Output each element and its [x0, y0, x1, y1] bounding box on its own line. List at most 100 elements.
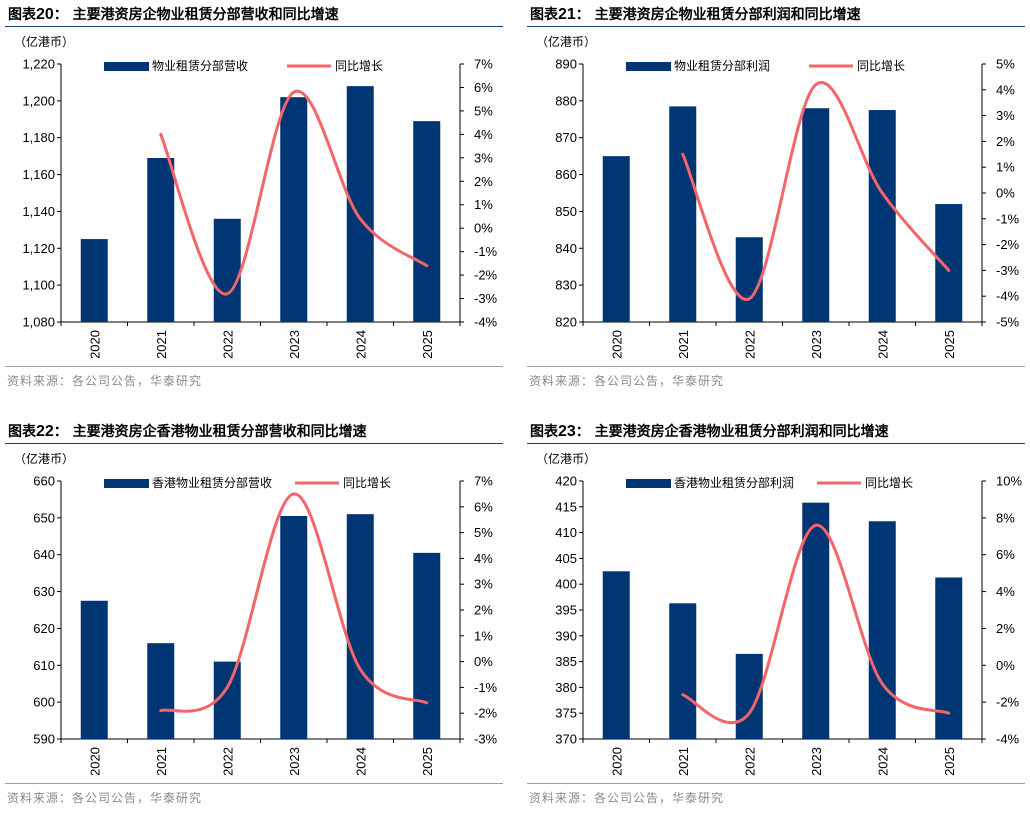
bar: [280, 97, 308, 322]
figure-title: 图表22： 主要港资房企香港物业租赁分部营收和同比增速: [8, 423, 367, 440]
bar: [413, 552, 441, 739]
right-axis-tick-label: -2%: [996, 237, 1020, 252]
x-axis-tick-label: 2022: [742, 747, 757, 776]
bar: [935, 577, 963, 739]
left-axis-tick-label: 650: [33, 510, 55, 525]
right-axis-tick-label: 3%: [474, 150, 493, 165]
legend-line-label: 同比增长: [335, 59, 383, 73]
left-axis-tick-label: 870: [555, 130, 577, 145]
left-axis-tick-label: 820: [555, 315, 577, 330]
right-axis-tick-label: 10%: [996, 474, 1022, 489]
right-axis-tick-label: 5%: [996, 57, 1015, 72]
yoy-growth-line: [681, 523, 951, 725]
x-axis-tick-label: 2025: [942, 330, 957, 359]
source-note: 资料来源：各公司公告，华泰研究: [7, 791, 203, 805]
x-axis-tick-label: 2022: [220, 747, 235, 776]
figure-title: 图表21： 主要港资房企物业租赁分部利润和同比增速: [530, 6, 861, 23]
right-axis-tick-label: -4%: [996, 732, 1020, 747]
left-axis-tick-label: 1,220: [22, 57, 55, 72]
right-axis-tick-label: 2%: [474, 174, 493, 189]
x-axis-tick-label: 2023: [809, 330, 824, 359]
left-axis-tick-label: 385: [555, 654, 577, 669]
right-axis-tick-label: -3%: [996, 263, 1020, 278]
left-axis-tick-label: 660: [33, 474, 55, 489]
x-axis-tick-label: 2022: [742, 330, 757, 359]
left-axis-tick-label: 1,200: [22, 93, 55, 108]
bar: [868, 521, 896, 739]
right-axis-tick-label: 7%: [474, 474, 493, 489]
left-axis-tick-label: 1,140: [22, 204, 55, 219]
right-axis-tick-label: 0%: [996, 186, 1015, 201]
x-axis-tick-label: 2024: [353, 330, 368, 359]
right-axis-tick-label: 8%: [996, 510, 1015, 525]
legend-bar-swatch: [104, 479, 149, 488]
combo-chart: 370 375 380 385 390 395 400 405 410 415 420 -4% -2% 0…: [555, 474, 1022, 776]
left-axis-tick-label: 600: [33, 695, 55, 710]
title-divider: [527, 26, 1025, 27]
bar: [669, 603, 697, 739]
left-axis-tick-label: 1,120: [22, 241, 55, 256]
x-axis-tick-label: 2024: [353, 747, 368, 776]
x-axis-tick-label: 2020: [87, 747, 102, 776]
right-axis-tick-label: 6%: [996, 547, 1015, 562]
right-axis-tick-label: -4%: [996, 289, 1020, 304]
title-divider: [5, 26, 503, 27]
right-axis-tick-label: 1%: [474, 197, 493, 212]
title-divider: [5, 443, 503, 444]
x-axis-tick-label: 2023: [287, 330, 302, 359]
right-axis-tick-label: -2%: [474, 706, 498, 721]
right-axis-tick-label: 0%: [996, 658, 1015, 673]
x-axis-tick-label: 2021: [154, 330, 169, 359]
right-axis-tick-label: 4%: [996, 584, 1015, 599]
legend-line-label: 同比增长: [343, 476, 391, 490]
legend-line-label: 同比增长: [857, 59, 905, 73]
source-divider: [527, 366, 1025, 367]
unit-label: （亿港币）: [536, 35, 597, 49]
bar: [346, 514, 374, 739]
title-divider: [527, 443, 1025, 444]
right-axis-tick-label: 0%: [474, 221, 493, 236]
left-axis-tick-label: 610: [33, 658, 55, 673]
bar: [802, 108, 830, 322]
x-axis-tick-label: 2024: [875, 330, 890, 359]
x-axis-tick-label: 2021: [676, 747, 691, 776]
left-axis-tick-label: 890: [555, 57, 577, 72]
x-axis-tick-label: 2023: [809, 747, 824, 776]
left-axis-tick-label: 415: [555, 499, 577, 514]
left-axis-tick-label: 395: [555, 603, 577, 618]
right-axis-tick-label: -2%: [474, 268, 498, 283]
legend-bar-swatch: [626, 479, 671, 488]
bar: [868, 110, 896, 322]
right-axis-tick-label: 3%: [996, 108, 1015, 123]
legend-bar-label: 物业租赁分部利润: [674, 58, 770, 73]
x-axis-tick-label: 2024: [875, 747, 890, 776]
bar: [213, 218, 241, 322]
left-axis-tick-label: 620: [33, 621, 55, 636]
legend-bar-swatch: [104, 62, 149, 71]
source-note: 资料来源：各公司公告，华泰研究: [7, 374, 203, 388]
bar: [602, 571, 630, 739]
right-axis-tick-label: -3%: [474, 732, 498, 747]
left-axis-tick-label: 380: [555, 680, 577, 695]
right-axis-tick-label: -5%: [996, 315, 1020, 330]
left-axis-tick-label: 850: [555, 204, 577, 219]
combo-chart: 590 600 610 620 630 640 650 660 -3% -2% -1% 0% 1% 2% 3…: [33, 474, 498, 776]
x-axis-tick-label: 2020: [609, 747, 624, 776]
x-axis-tick-label: 2023: [287, 747, 302, 776]
right-axis-tick-label: -1%: [474, 244, 498, 259]
right-axis-tick-label: 4%: [474, 551, 493, 566]
left-axis-tick-label: 420: [555, 474, 577, 489]
left-axis-tick-label: 390: [555, 628, 577, 643]
bar: [735, 237, 763, 322]
bar: [669, 106, 697, 322]
x-axis-tick-label: 2020: [609, 330, 624, 359]
right-axis-tick-label: 1%: [996, 160, 1015, 175]
x-axis-tick-label: 2025: [420, 330, 435, 359]
x-axis-tick-label: 2025: [420, 747, 435, 776]
left-axis-tick-label: 590: [33, 732, 55, 747]
left-axis-tick-label: 410: [555, 525, 577, 540]
figure-title: 图表20： 主要港资房企物业租赁分部营收和同比增速: [8, 6, 339, 23]
left-axis-tick-label: 860: [555, 167, 577, 182]
figure-title: 图表23： 主要港资房企香港物业租赁分部利润和同比增速: [530, 423, 889, 440]
chart-panel-22: 图表22： 主要港资房企香港物业租赁分部营收和同比增速 （亿港币） 590 600…: [0, 417, 515, 822]
